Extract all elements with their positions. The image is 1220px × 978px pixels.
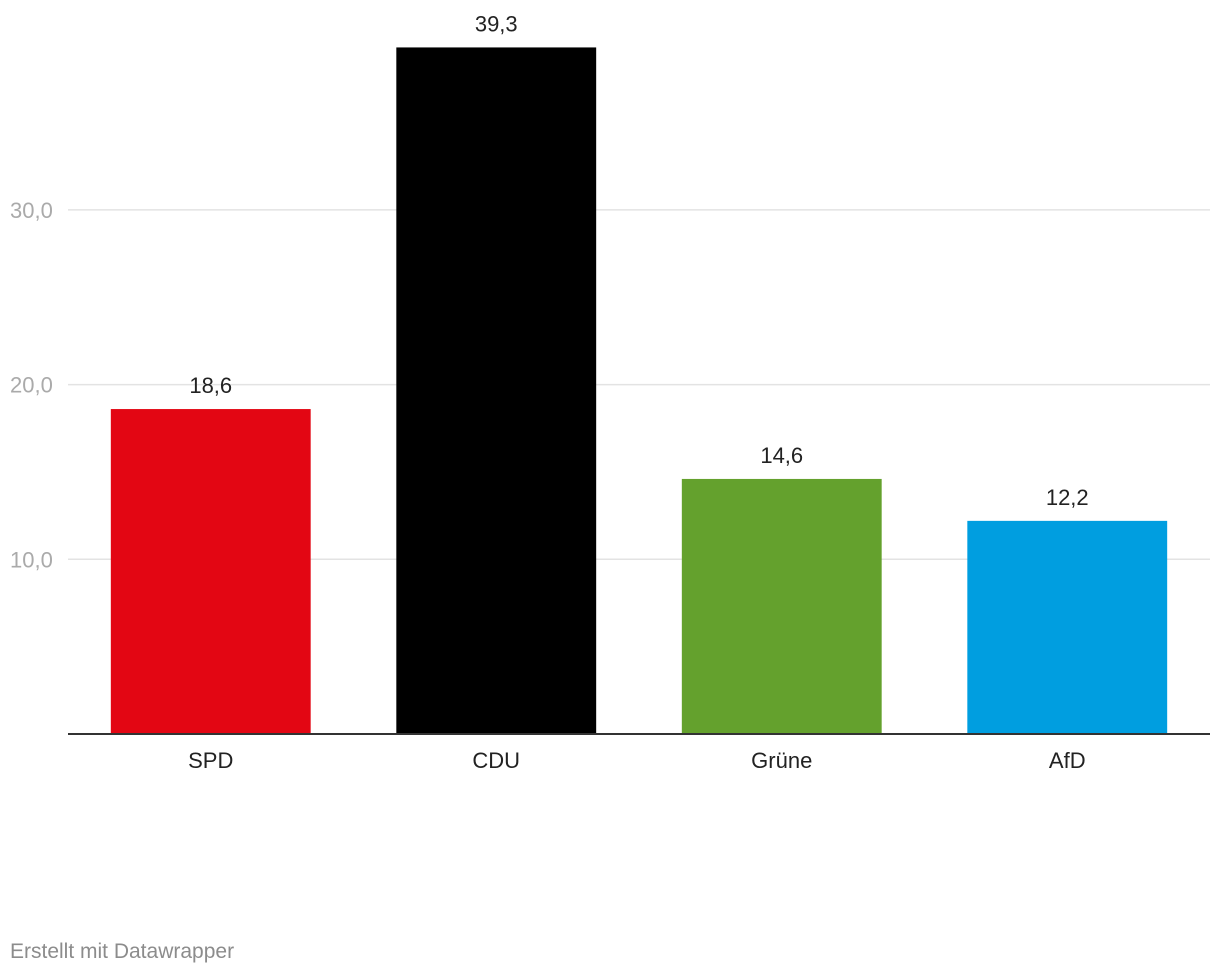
y-tick-label: 10,0 [10,547,53,572]
bar-spd [110,409,311,734]
value-label: 14,6 [760,443,803,468]
y-tick-label: 30,0 [10,198,53,223]
labels: 10,0 20,0 30,0 18,6 SPD 39,3 CDU 14,6 Grüne 12,2 A… [10,11,1089,773]
bar-cdu [396,47,597,734]
bars [110,47,1168,734]
y-tick-label: 20,0 [10,373,53,398]
value-label: 18,6 [189,373,232,398]
x-category-label: Grüne [751,748,812,773]
bar-grüne [681,478,882,734]
value-label: 12,2 [1046,485,1089,510]
value-label: 39,3 [475,11,518,36]
x-category-label: CDU [472,748,520,773]
x-category-label: AfD [1049,748,1086,773]
bar-afd [967,520,1168,734]
x-category-label: SPD [188,748,233,773]
datawrapper-credit-link[interactable]: Erstellt mit Datawrapper [10,940,235,963]
bar-chart: 10,0 20,0 30,0 18,6 SPD 39,3 CDU 14,6 Grüne 12,2 A… [10,11,1210,773]
